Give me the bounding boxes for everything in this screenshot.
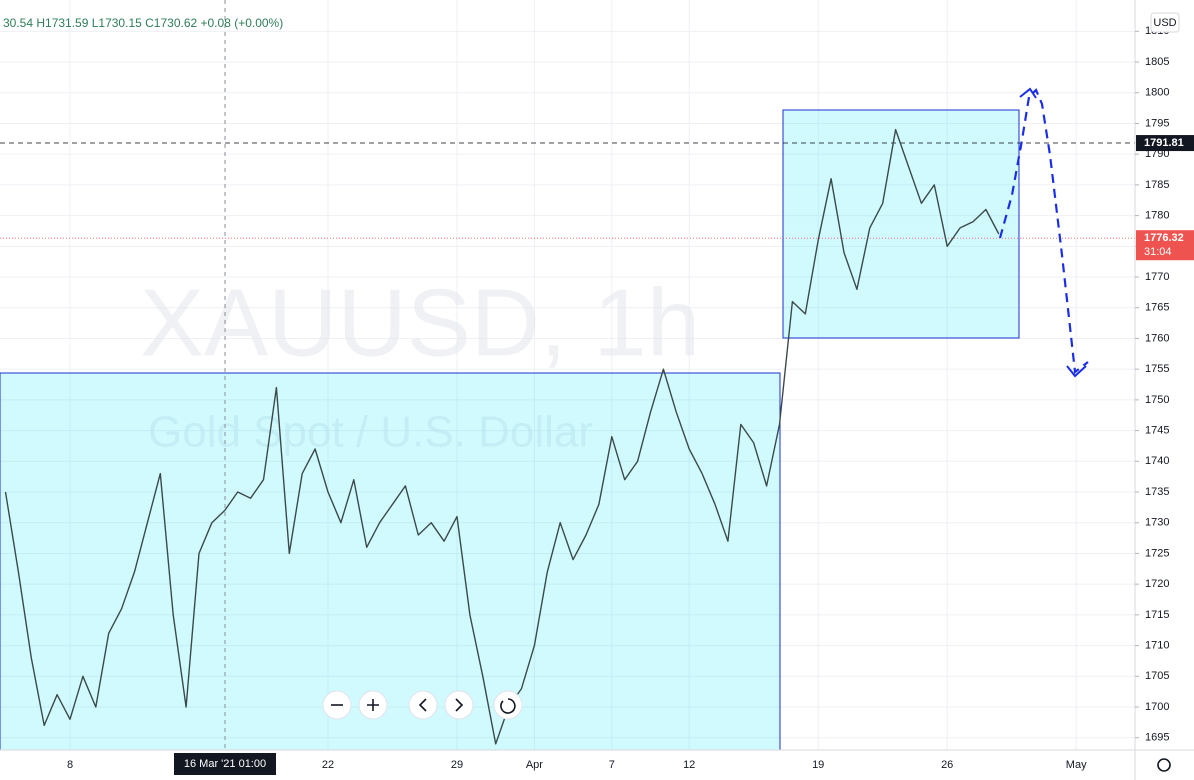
x-tick-label: 26: [941, 759, 953, 771]
y-tick-label: 1695: [1145, 732, 1169, 744]
projection-path: [998, 88, 1089, 375]
range-box: [0, 372, 781, 751]
crosshair-badge: [174, 753, 276, 775]
projection-arrow: [1066, 365, 1087, 378]
range-box: [782, 109, 1020, 339]
watermark: XAUUSD, 1h: [140, 269, 700, 376]
countdown-label: 31:04: [1144, 246, 1172, 258]
y-tick-label: 1805: [1145, 56, 1169, 68]
currency-label: USD: [1153, 17, 1176, 29]
settings-button[interactable]: [1157, 758, 1171, 772]
x-tick-label: 12: [683, 759, 695, 771]
y-tick-label: 1760: [1145, 332, 1169, 344]
icon: [367, 699, 379, 711]
y-tick-label: 1770: [1145, 271, 1169, 283]
axes: 1695 1700 1705 1710 1715 1720 1725 1730 1735 1740…: [67, 25, 1194, 771]
price-badge: [1136, 135, 1194, 152]
x-tick-label: 19: [812, 759, 824, 771]
y-tick-label: 1765: [1145, 302, 1169, 314]
y-tick-label: 1710: [1145, 639, 1169, 651]
y-tick-label: 1795: [1145, 117, 1169, 129]
x-tick-label: May: [1066, 759, 1087, 771]
y-tick-label: 1700: [1145, 701, 1169, 713]
y-tick-label: 1715: [1145, 609, 1169, 621]
y-tick-label: 1790: [1145, 148, 1169, 160]
series: [4, 128, 1000, 745]
price-badge: [1136, 230, 1194, 261]
y-tick-label: 1735: [1145, 486, 1169, 498]
reset-button[interactable]: [493, 690, 523, 720]
icon: [455, 698, 464, 712]
y-tick-label: 1725: [1145, 547, 1169, 559]
y-tick-label: 1785: [1145, 179, 1169, 191]
y-tick-label: 1800: [1145, 87, 1169, 99]
y-tick-label: 1705: [1145, 670, 1169, 682]
watermark-subtitle: Gold Spot / U.S. Dollar: [148, 408, 593, 457]
y-tick-label: 1730: [1145, 517, 1169, 529]
icon: [418, 698, 427, 712]
y-tick-label: 1755: [1145, 363, 1169, 375]
x-tick-label: 8: [67, 759, 73, 771]
price-badge-label: 1791.81: [1144, 137, 1184, 149]
projection-arrow: [1019, 87, 1037, 99]
y-tick-label: 1745: [1145, 424, 1169, 436]
currency-badge[interactable]: [1150, 12, 1180, 33]
scroll-right-button[interactable]: [444, 690, 474, 720]
price-line: [4, 128, 1000, 745]
crosshair-label: 16 Mar '21 01:00: [184, 758, 266, 770]
zoom-controls: [322, 690, 523, 720]
x-tick-label: 22: [322, 759, 334, 771]
y-tick-label: 1740: [1145, 455, 1169, 467]
x-tick-label: 7: [609, 759, 615, 771]
y-tick-label: 1780: [1145, 210, 1169, 222]
x-tick-label: Apr: [526, 759, 543, 771]
scroll-left-button[interactable]: [408, 690, 438, 720]
y-tick-label: 1720: [1145, 578, 1169, 590]
symbol-info: 30.54 H1731.59 L1730.15 C1730.62 +0.08 (…: [3, 16, 283, 30]
y-tick-label: 1750: [1145, 394, 1169, 406]
x-tick-label: 29: [451, 759, 463, 771]
price-badge-label: 1776.32: [1144, 232, 1184, 244]
icon: [500, 698, 516, 714]
